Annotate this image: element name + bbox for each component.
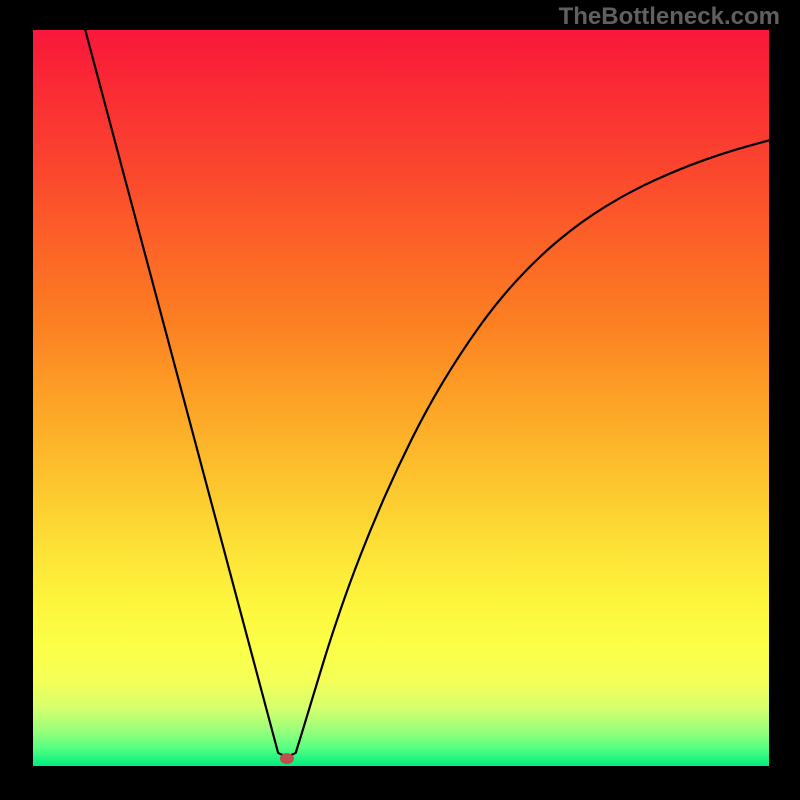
watermark-text: TheBottleneck.com xyxy=(559,3,780,31)
gradient-background xyxy=(33,30,769,766)
plot-area xyxy=(33,30,769,766)
minimum-marker xyxy=(280,753,294,764)
chart-svg xyxy=(33,30,769,766)
outer-frame: TheBottleneck.com xyxy=(0,0,800,800)
